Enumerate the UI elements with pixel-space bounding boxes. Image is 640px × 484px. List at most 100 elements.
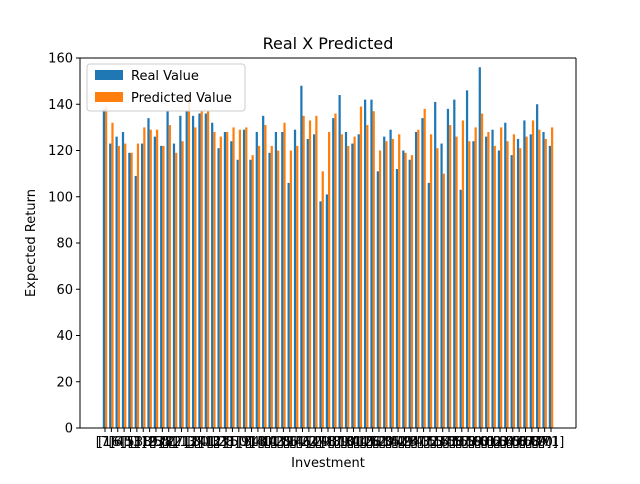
bar-real-value-4: [128, 152, 131, 428]
bar-predicted-value-4: [130, 152, 133, 428]
x-tick-label: [48]: [315, 435, 342, 450]
x-tick-label: [19]: [136, 435, 163, 450]
bar-real-value-69: [542, 132, 545, 428]
y-tick-label: 100: [48, 190, 73, 205]
y-axis-label: Expected Return: [24, 189, 39, 297]
bar-predicted-value-30: [296, 145, 299, 429]
x-tick-label: [14]: [283, 435, 310, 450]
x-tick-label: [50]: [225, 435, 252, 450]
bar-predicted-value-69: [544, 138, 547, 428]
legend: Real Value Predicted Value: [86, 63, 246, 112]
bar-real-value-14: [191, 115, 195, 428]
bar-predicted-value-8: [155, 129, 159, 428]
bar-real-value-3: [121, 132, 125, 428]
bar-predicted-value-15: [200, 111, 203, 428]
x-tick-label: [18]: [245, 435, 272, 450]
bar-real-value-30: [293, 129, 297, 428]
bar-predicted-value-47: [404, 152, 407, 428]
x-tick-label: [6]: [109, 435, 127, 450]
bar-predicted-value-43: [378, 150, 382, 428]
x-tick-label: [64]: [493, 435, 520, 450]
x-tick-label: [21]: [168, 435, 195, 450]
x-tick-label: [32]: [417, 435, 444, 450]
bar-real-value-47: [402, 150, 405, 428]
bar-real-value-52: [434, 101, 437, 428]
bar-predicted-value-9: [162, 145, 165, 429]
bar-predicted-value-19: [226, 132, 229, 428]
bar-predicted-value-65: [519, 148, 522, 428]
x-tick-label: [24]: [397, 435, 424, 450]
bar-predicted-value-56: [461, 120, 465, 428]
bar-predicted-value-21: [238, 129, 242, 428]
bar-real-value-0: [102, 108, 105, 429]
bar-predicted-value-48: [410, 155, 414, 429]
x-tick-label: [67]: [512, 435, 539, 450]
bar-predicted-value-14: [194, 127, 197, 429]
bar-predicted-value-12: [181, 141, 184, 428]
bar-real-value-59: [478, 67, 481, 428]
bar-predicted-value-35: [328, 132, 331, 428]
bar-real-value-25: [262, 115, 265, 428]
bar-predicted-value-38: [347, 145, 350, 429]
bar-real-value-28: [281, 132, 284, 428]
bar-predicted-value-28: [283, 122, 286, 428]
bar-real-value-67: [529, 134, 532, 428]
x-tick-label: [35]: [378, 435, 405, 450]
x-tick-label: [1]: [223, 435, 241, 450]
bar-real-value-26: [268, 152, 271, 428]
x-tick-label: [59]: [461, 435, 488, 450]
legend-label-real-value: Real Value: [131, 69, 199, 84]
bar-real-value-31: [300, 85, 303, 428]
bar-real-value-12: [179, 115, 182, 428]
axes-layer: 020406080100120140160[7][16][6][45][5][3…: [48, 52, 577, 450]
x-tick-label: [8]: [160, 435, 178, 450]
x-tick-label: [52]: [366, 435, 393, 450]
x-tick-label: [28]: [213, 435, 240, 450]
bar-real-value-42: [370, 99, 373, 429]
bar-predicted-value-22: [245, 127, 248, 429]
bar-real-value-29: [287, 182, 290, 429]
bar-predicted-value-62: [500, 127, 503, 429]
y-tick-label: 140: [48, 98, 73, 113]
x-tick-label: [4]: [306, 435, 324, 450]
y-tick-label: 120: [48, 144, 73, 159]
bar-predicted-value-64: [512, 134, 515, 428]
bar-real-value-44: [383, 136, 386, 429]
x-tick-label: [61]: [474, 435, 501, 450]
x-tick-label: [25]: [270, 435, 297, 450]
bar-real-value-61: [491, 129, 494, 428]
bar-predicted-value-1: [111, 122, 114, 428]
x-tick-label: [36]: [276, 435, 303, 450]
bar-predicted-value-31: [302, 115, 305, 428]
x-tick-label: [65]: [499, 435, 526, 450]
bar-real-value-33: [313, 134, 316, 428]
bar-real-value-32: [306, 138, 309, 428]
bar-real-value-49: [414, 132, 418, 428]
x-tick-label: [34]: [238, 435, 265, 450]
x-tick-label: [27]: [162, 435, 189, 450]
x-tick-label: [2]: [185, 435, 203, 450]
x-tick-label: [40]: [251, 435, 278, 450]
bar-real-value-10: [166, 111, 169, 428]
bar-real-value-13: [185, 111, 188, 428]
bar-real-value-65: [516, 138, 520, 428]
bar-real-value-20: [230, 141, 233, 428]
x-tick-label: [13]: [174, 435, 201, 450]
bar-real-value-22: [242, 129, 246, 428]
x-tick-label: [66]: [506, 435, 533, 450]
bar-predicted-value-24: [257, 145, 261, 429]
bar-real-value-57: [465, 90, 469, 429]
bar-predicted-value-36: [334, 113, 337, 428]
x-tick-label: [38]: [130, 435, 157, 450]
bar-predicted-value-63: [506, 141, 509, 428]
bar-predicted-value-39: [353, 136, 356, 429]
bar-real-value-63: [504, 122, 507, 428]
bar-predicted-value-25: [264, 125, 267, 428]
bar-real-value-36: [332, 118, 335, 429]
x-tick-label: [7]: [96, 435, 114, 450]
bars-layer: [102, 67, 554, 429]
legend-box: [86, 63, 246, 112]
bar-real-value-60: [485, 136, 488, 429]
